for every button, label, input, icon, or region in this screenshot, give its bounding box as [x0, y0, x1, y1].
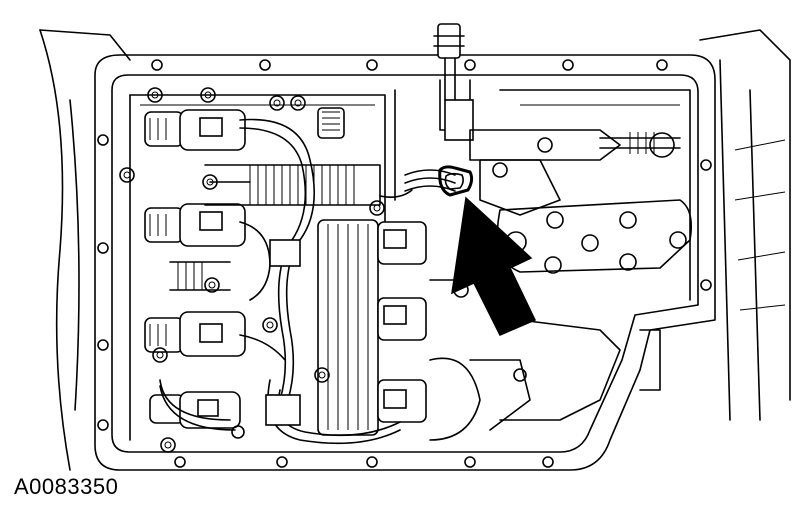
valve-body-bolts [119, 87, 385, 453]
transmission-case-outline [39, 29, 791, 471]
pan-flange [94, 54, 716, 471]
manual-valve-linkage [439, 79, 681, 216]
arrow-pointer [451, 196, 537, 336]
detent-plate [496, 199, 693, 274]
accumulator-spring [204, 164, 381, 206]
solenoid-pack [317, 219, 427, 436]
vent-tube [433, 23, 465, 101]
figure-id-label: A0083350 [14, 474, 119, 499]
flange-bolt-holes [97, 59, 712, 468]
callout-arrow [451, 196, 537, 336]
highlighted-connector [438, 165, 474, 197]
shift-solenoids [144, 107, 345, 429]
valve-body-channels [429, 279, 661, 441]
